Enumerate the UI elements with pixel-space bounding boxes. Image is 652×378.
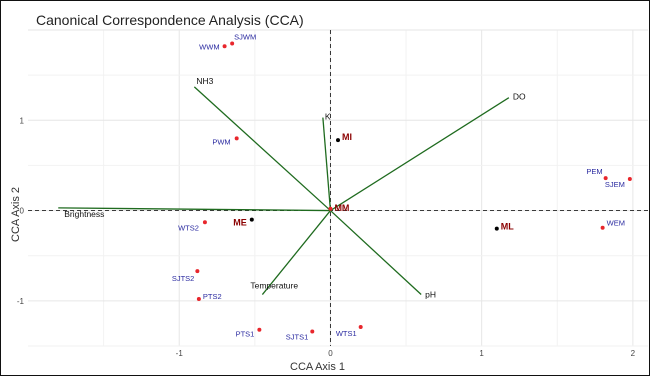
site-point-sjts2 bbox=[195, 269, 200, 274]
y-tick-label: 0 bbox=[20, 207, 25, 216]
site-point-mi bbox=[336, 138, 340, 143]
x-tick-label: 2 bbox=[631, 349, 636, 358]
site-label-ml: ML bbox=[501, 222, 514, 232]
site-label-pem: PEM bbox=[586, 167, 602, 176]
y-tick-label: -1 bbox=[17, 297, 25, 306]
env-vectors: NH3 K DO Brightness Temperature pH bbox=[58, 76, 526, 300]
site-label-mi: MI bbox=[342, 132, 352, 142]
site-point-wem bbox=[600, 225, 605, 230]
site-label-mm: MM bbox=[334, 203, 349, 213]
site-label-sjts1: SJTS1 bbox=[286, 333, 309, 342]
site-point-pts1 bbox=[257, 327, 262, 332]
site-point-mm bbox=[328, 206, 333, 211]
x-tick-label: 0 bbox=[328, 349, 333, 358]
env-label-k: K bbox=[325, 112, 331, 122]
site-point-wts1 bbox=[358, 325, 363, 330]
site-label-sjwm: SJWM bbox=[234, 33, 256, 42]
env-label-brightness: Brightness bbox=[64, 209, 104, 219]
reference-lines bbox=[28, 30, 648, 346]
x-tick-label: -1 bbox=[176, 349, 184, 358]
chart-title: Canonical Correspondence Analysis (CCA) bbox=[36, 12, 304, 28]
x-tick-label: 1 bbox=[479, 349, 484, 358]
env-label-nh3: NH3 bbox=[196, 76, 213, 86]
site-point-pts2 bbox=[196, 297, 201, 302]
site-label-sjts2: SJTS2 bbox=[172, 274, 195, 283]
site-label-pts1: PTS1 bbox=[236, 330, 255, 339]
env-vector-brightness bbox=[58, 207, 331, 212]
env-label-do: DO bbox=[513, 92, 526, 102]
site-point-pwm bbox=[234, 136, 239, 141]
site-point-sjem bbox=[627, 176, 632, 181]
env-label-ph: pH bbox=[425, 290, 436, 300]
axis-ticks: -1 0 1 2 -1 0 1 bbox=[17, 116, 636, 358]
y-tick-label: 1 bbox=[20, 116, 25, 125]
site-label-wwm: WWM bbox=[199, 42, 219, 51]
site-label-sjem: SJEM bbox=[605, 180, 625, 189]
site-point-wts2 bbox=[202, 220, 207, 225]
site-label-wts2: WTS2 bbox=[178, 223, 199, 232]
env-vector-k bbox=[322, 117, 332, 211]
site-point-pem bbox=[603, 176, 608, 181]
site-point-ml bbox=[494, 226, 499, 231]
env-label-temperature: Temperature bbox=[250, 281, 298, 291]
site-point-sjts1 bbox=[310, 329, 315, 334]
site-label-pts2: PTS2 bbox=[203, 292, 222, 301]
site-label-wem: WEM bbox=[607, 219, 625, 228]
site-label-wts1: WTS1 bbox=[336, 329, 357, 338]
site-point-sjwm bbox=[230, 41, 235, 46]
site-label-me: ME bbox=[233, 218, 247, 228]
env-vector-ph bbox=[329, 210, 422, 296]
env-vector-nh3 bbox=[193, 86, 331, 212]
env-vector-do bbox=[330, 97, 510, 212]
grid bbox=[28, 29, 648, 347]
site-point-me bbox=[249, 217, 254, 222]
site-point-wwm bbox=[222, 44, 227, 49]
env-vector-temperature bbox=[261, 210, 331, 295]
x-axis-label: CCA Axis 1 bbox=[290, 361, 346, 373]
site-label-pwm: PWM bbox=[212, 137, 230, 146]
